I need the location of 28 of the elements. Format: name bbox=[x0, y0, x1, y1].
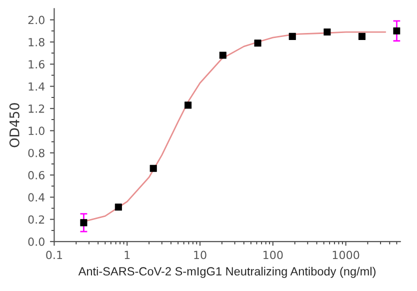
y-tick-label: 0.8 bbox=[28, 148, 44, 158]
y-tick-label: 0.0 bbox=[28, 238, 44, 246]
point bbox=[114, 204, 122, 211]
point bbox=[150, 164, 157, 172]
y-tick-label: 1.0 bbox=[28, 126, 44, 136]
x-tick-label: 0.1 bbox=[46, 250, 62, 260]
point bbox=[393, 27, 400, 34]
y-tick-label: 0.4 bbox=[28, 193, 45, 202]
y-tick-label: 2.0 bbox=[28, 16, 44, 24]
x-tick-label: 100 bbox=[264, 250, 283, 260]
x-tick-label: 1000 bbox=[332, 250, 360, 260]
y-tick-label: 1.2 bbox=[28, 104, 44, 113]
y-tick-label: 1.8 bbox=[28, 38, 44, 46]
point bbox=[80, 219, 88, 226]
point bbox=[254, 40, 262, 47]
y-axis-title: OD450 bbox=[9, 103, 20, 148]
x-axis-title: Anti-SARS-CoV-2 S-mIgG1 Neutralizing Antibody (ng/ml) bbox=[78, 266, 376, 278]
point bbox=[358, 32, 366, 40]
point bbox=[288, 32, 296, 40]
point bbox=[184, 102, 192, 109]
point bbox=[219, 52, 226, 59]
y-tick-label: 0.2 bbox=[28, 215, 44, 224]
y-tick-label: 0.6 bbox=[28, 170, 44, 180]
x-tick-label: 1 bbox=[124, 250, 130, 259]
y-tick-label: 1.4 bbox=[28, 82, 45, 91]
point bbox=[324, 28, 331, 36]
x-tick-label: 10 bbox=[194, 250, 206, 260]
y-tick-label: 1.6 bbox=[28, 60, 44, 69]
